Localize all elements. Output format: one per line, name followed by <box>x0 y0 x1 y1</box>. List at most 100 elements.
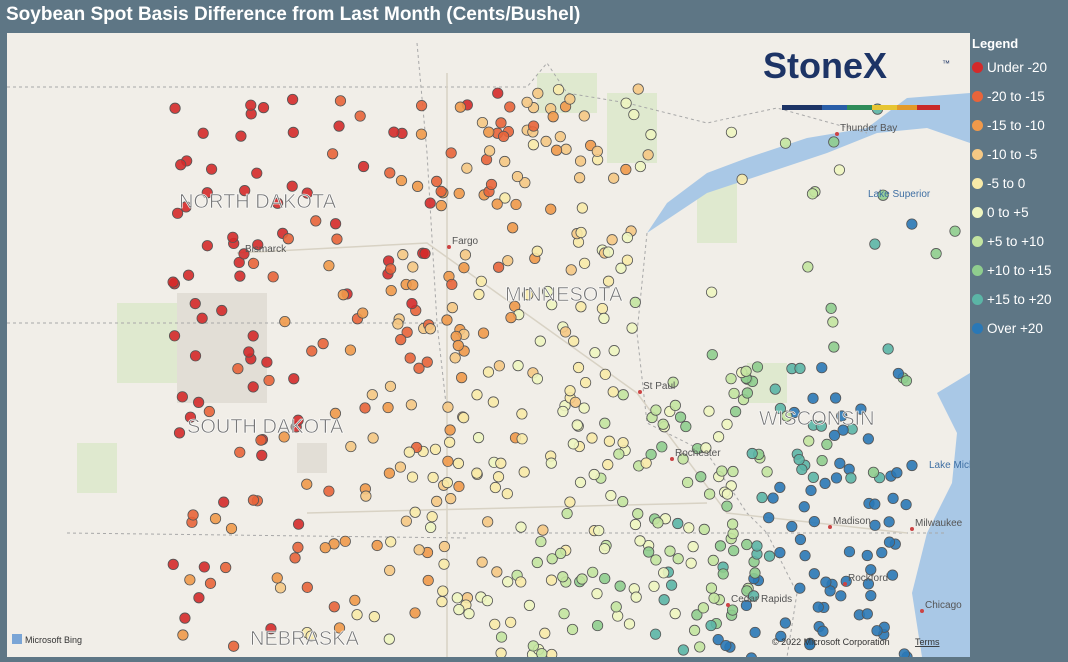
map-dot <box>564 385 576 397</box>
map-dot <box>301 478 313 490</box>
map-dot <box>274 582 287 594</box>
city-dot <box>447 245 451 249</box>
map-dot <box>425 521 437 534</box>
map-dot <box>769 383 781 395</box>
map-dot <box>292 541 304 554</box>
map-dot <box>392 318 404 330</box>
map-dot <box>869 498 881 510</box>
map-dot <box>691 609 703 621</box>
map-dot <box>623 618 636 630</box>
map-dot <box>621 231 633 244</box>
map-dot <box>403 446 415 458</box>
legend-swatch <box>972 207 983 218</box>
map-dot <box>406 297 418 310</box>
map-dot <box>413 362 425 374</box>
map-dot <box>232 363 244 375</box>
map-dot <box>431 175 443 187</box>
map-dot <box>626 322 638 334</box>
map-dot <box>247 330 259 342</box>
legend-item[interactable]: +5 to +10 <box>972 234 1044 249</box>
map-dot <box>694 641 706 653</box>
city-label: Thunder Bay <box>840 123 897 134</box>
map-dot <box>830 472 843 484</box>
lake-superior <box>647 93 970 233</box>
map-dot <box>704 488 716 500</box>
map-dot <box>337 289 349 301</box>
map-dot <box>527 640 539 652</box>
legend-item[interactable]: +10 to +15 <box>972 263 1052 278</box>
city-label: Chicago <box>925 600 962 611</box>
map-dot <box>168 330 181 342</box>
map-dot <box>828 429 841 441</box>
map-dot <box>527 120 540 132</box>
map-dot <box>763 512 775 524</box>
map-dot <box>446 278 458 291</box>
map-dot <box>247 257 260 270</box>
legend-title: Legend <box>972 36 1019 51</box>
legend-item[interactable]: 0 to +5 <box>972 205 1029 220</box>
map-dot <box>545 574 558 586</box>
map-dot <box>700 442 712 454</box>
map-dot <box>216 304 228 317</box>
legend-swatch <box>972 178 983 189</box>
map-dot <box>658 594 670 606</box>
map-dot <box>534 335 546 347</box>
map-dot <box>855 403 867 415</box>
legend-item[interactable]: -10 to -5 <box>972 147 1037 162</box>
map-dot <box>666 579 678 591</box>
map-dot <box>540 135 552 147</box>
map-dot <box>505 312 517 324</box>
map-dot <box>279 315 291 328</box>
bing-icon <box>12 634 22 644</box>
legend-item[interactable]: Under -20 <box>972 60 1047 75</box>
map-dot <box>632 83 644 95</box>
map-dot <box>441 477 453 489</box>
map-dot <box>828 341 840 353</box>
map-dot <box>649 628 662 640</box>
map-dot <box>558 608 570 620</box>
legend-swatch <box>972 62 983 73</box>
legend-item[interactable]: -15 to -10 <box>972 118 1045 133</box>
map-dot <box>306 345 318 357</box>
legend-item[interactable]: +15 to +20 <box>972 292 1052 307</box>
legend-item[interactable]: Over +20 <box>972 321 1043 336</box>
map-dot <box>204 577 217 589</box>
legend-item[interactable]: -5 to 0 <box>972 176 1025 191</box>
map-dot <box>621 254 633 266</box>
map-dot <box>648 580 660 592</box>
map-dot <box>629 296 641 308</box>
map-dot <box>568 335 580 347</box>
map-dot <box>862 578 875 590</box>
map[interactable]: NORTH DAKOTA SOUTH DAKOTA MINNESOTA WISCONS… <box>7 33 970 657</box>
map-dot <box>173 427 186 439</box>
map-dot <box>247 381 259 393</box>
legend-item[interactable]: -20 to -15 <box>972 89 1045 104</box>
map-dot <box>189 350 202 362</box>
map-dot <box>442 401 454 413</box>
map-dot <box>804 639 816 651</box>
map-dot <box>589 347 601 359</box>
map-dot <box>351 609 363 621</box>
map-dot <box>605 489 617 502</box>
map-dot <box>424 323 437 335</box>
map-dot <box>816 362 828 374</box>
map-dot <box>458 412 470 424</box>
map-dot <box>367 432 379 444</box>
state-label: WISCONSIN <box>759 408 875 430</box>
map-dot <box>614 580 626 592</box>
map-dot <box>453 187 465 200</box>
map-dot <box>471 467 483 479</box>
map-dot <box>397 249 409 261</box>
logo: StoneX <box>763 45 887 86</box>
map-dot <box>779 137 792 149</box>
map-dot <box>602 459 614 471</box>
map-dot <box>487 396 499 408</box>
map-dot <box>774 547 786 559</box>
map-dot <box>620 163 632 176</box>
map-dot <box>774 481 786 494</box>
map-dot <box>794 533 807 546</box>
map-dot <box>201 240 213 252</box>
city-label: St Paul <box>643 381 675 392</box>
terms[interactable]: Terms <box>915 637 940 647</box>
map-dot <box>677 453 689 465</box>
